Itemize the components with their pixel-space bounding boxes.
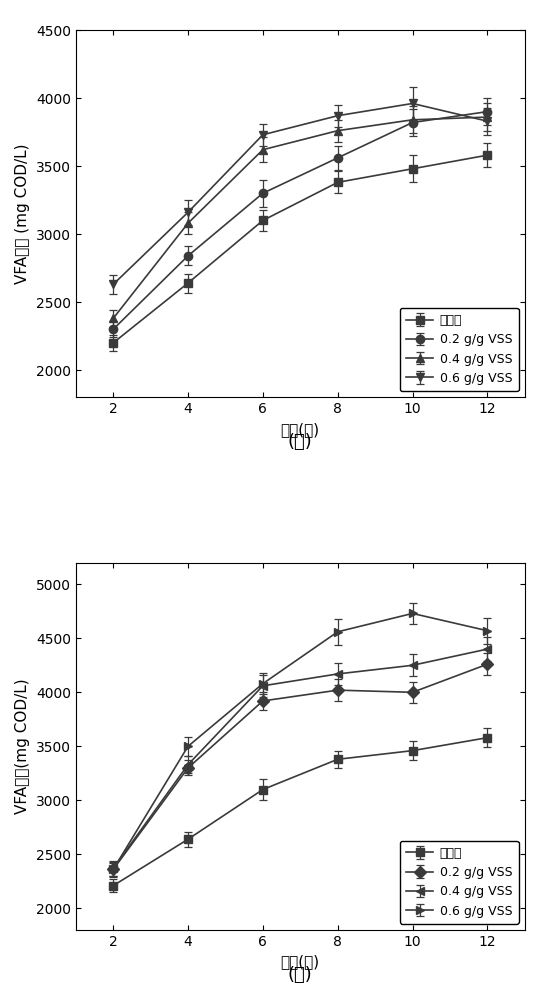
Legend: 对照组, 0.2 g/g VSS, 0.4 g/g VSS, 0.6 g/g VSS: 对照组, 0.2 g/g VSS, 0.4 g/g VSS, 0.6 g/g V… [400,308,518,391]
Text: (ｂ): (ｂ) [288,966,313,984]
X-axis label: 时间(天): 时间(天) [281,422,320,437]
X-axis label: 时间(天): 时间(天) [281,954,320,969]
Legend: 对照组, 0.2 g/g VSS, 0.4 g/g VSS, 0.6 g/g VSS: 对照组, 0.2 g/g VSS, 0.4 g/g VSS, 0.6 g/g V… [400,840,518,924]
Text: (ａ): (ａ) [288,433,313,451]
Y-axis label: VFA浓度(mg COD/L): VFA浓度(mg COD/L) [15,679,30,814]
Y-axis label: VFA浓度 (mg COD/L): VFA浓度 (mg COD/L) [15,143,30,284]
